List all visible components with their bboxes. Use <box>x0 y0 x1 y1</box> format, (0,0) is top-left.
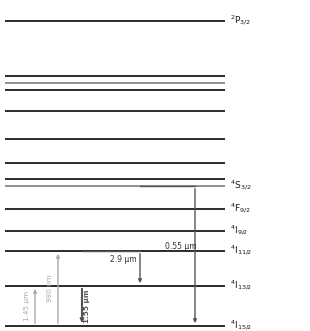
Text: $^{4}$I$_{11/2}$: $^{4}$I$_{11/2}$ <box>230 244 252 258</box>
Text: 1.55 μm: 1.55 μm <box>84 289 90 323</box>
Text: 1.45 μm: 1.45 μm <box>24 291 30 321</box>
Text: 0.55 μm: 0.55 μm <box>165 242 197 251</box>
Text: 980 nm: 980 nm <box>47 275 53 302</box>
Text: $^{4}$S$_{3/2}$: $^{4}$S$_{3/2}$ <box>230 179 251 193</box>
Text: $^{4}$I$_{15/2}$: $^{4}$I$_{15/2}$ <box>230 319 252 331</box>
Text: $^{4}$I$_{13/2}$: $^{4}$I$_{13/2}$ <box>230 279 252 293</box>
Text: 2.9 μm: 2.9 μm <box>110 255 137 263</box>
Text: $^{4}$F$_{9/2}$: $^{4}$F$_{9/2}$ <box>230 202 251 216</box>
Text: $^{2}$P$_{3/2}$: $^{2}$P$_{3/2}$ <box>230 14 251 28</box>
Text: $^{4}$I$_{9/2}$: $^{4}$I$_{9/2}$ <box>230 224 248 238</box>
